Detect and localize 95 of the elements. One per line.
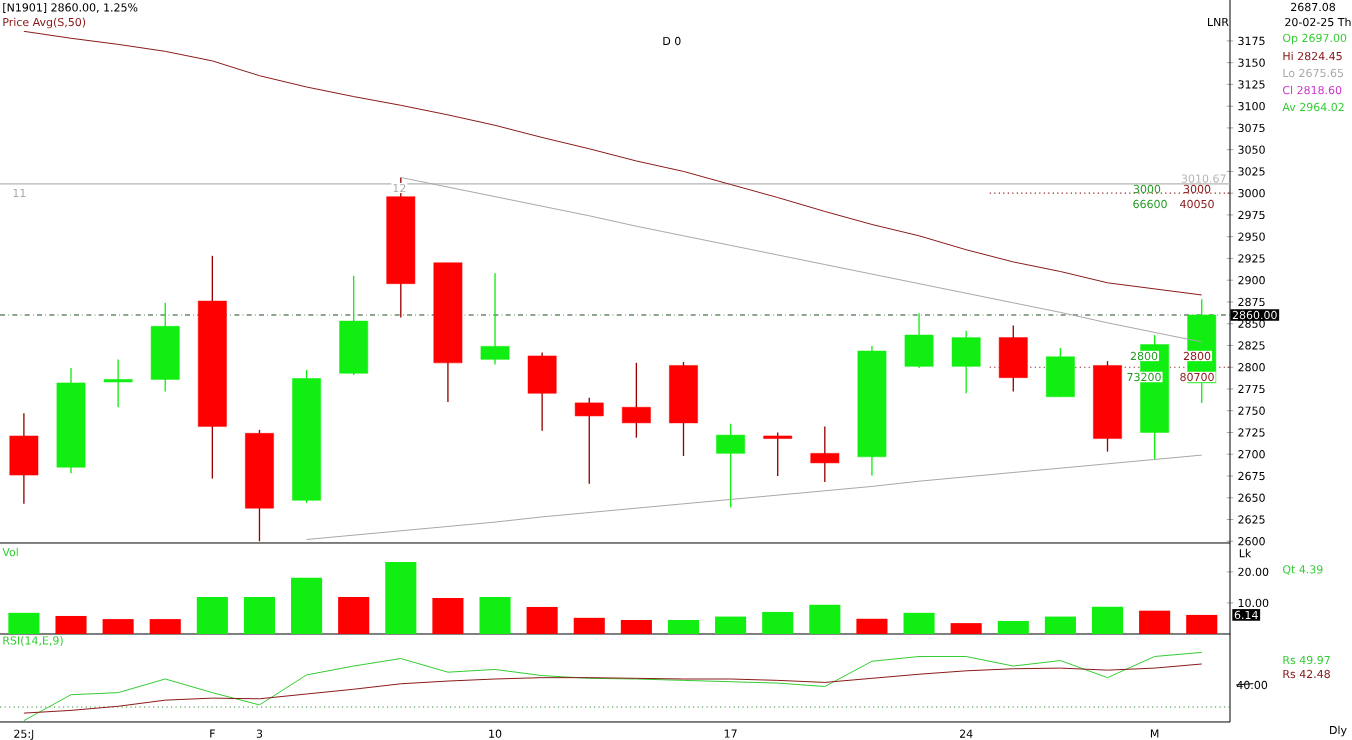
bar [1091, 606, 1124, 634]
x-tick-label: M [1150, 729, 1159, 738]
x-tick-label: 17 [724, 729, 737, 738]
bar [762, 611, 794, 634]
bar [667, 620, 700, 634]
chart-title: Vol [2, 547, 18, 557]
x-tick-label: 10 [489, 729, 502, 738]
bar [196, 597, 228, 634]
text: Rs 49.97 [1283, 655, 1330, 665]
bar [1044, 616, 1076, 634]
bar [1139, 610, 1171, 634]
y-tick-label: 2675 [1238, 471, 1265, 481]
y-tick-label: 20.00 [1238, 567, 1269, 577]
bar [573, 617, 605, 634]
annotation: 2800 [1130, 351, 1158, 361]
y-tick-label: 3025 [1238, 167, 1265, 176]
y-tick-label: 2825 [1238, 341, 1265, 350]
bar [149, 619, 181, 634]
bar [338, 597, 370, 634]
bar [479, 597, 511, 634]
x-tick-label: F [210, 729, 215, 738]
annotation: 11 [13, 188, 26, 197]
y-tick-label: 2975 [1238, 210, 1265, 220]
y-tick-label: 2925 [1238, 254, 1265, 263]
bar [903, 612, 935, 634]
text: Av 2964.02 [1282, 102, 1344, 112]
annotation: 3000 [1133, 184, 1161, 194]
y-tick-label: 3100 [1238, 102, 1265, 111]
bar [809, 604, 841, 634]
candlestick [763, 431, 793, 477]
y-tick-label: 3075 [1238, 123, 1265, 133]
candlestick [480, 272, 510, 366]
bar [291, 577, 323, 634]
y-tick-label: 2800 [1238, 363, 1265, 372]
annotation: 3000 [1183, 184, 1211, 194]
annotation: 73200 [1127, 372, 1161, 382]
y-tick-label: 2950 [1238, 232, 1265, 241]
text: Rs 42.48 [1283, 669, 1330, 679]
bar [620, 620, 652, 634]
y-tick-label: 3175 [1238, 36, 1265, 46]
bar [856, 618, 888, 634]
series-label: Price Avg(S,50) [3, 17, 86, 29]
y-tick-label: 2725 [1238, 428, 1265, 437]
bar [997, 620, 1029, 634]
y-tick-label: 2900 [1238, 276, 1265, 285]
text: Op 2697.00 [1282, 33, 1347, 45]
y-tick-label: 10.00 [1238, 598, 1269, 608]
ref-line-label: 2860.00 [1232, 310, 1277, 320]
text: Lo 2675.65 [1283, 68, 1344, 78]
text: Dly [1330, 725, 1347, 737]
y-tick-label: 2700 [1238, 450, 1265, 459]
ref-line-label: 3010.67 [1181, 174, 1226, 183]
annotation: LNR [1208, 17, 1229, 26]
bar [102, 619, 134, 634]
y-tick-label: 2850 [1238, 319, 1265, 328]
y-tick-label: 2600 [1238, 537, 1265, 546]
bar [950, 623, 982, 634]
y-tick-label: 3000 [1238, 189, 1265, 198]
y-tick-label: 3125 [1238, 80, 1265, 89]
y-tick-label: 3150 [1238, 58, 1265, 67]
y-tick-label: 2775 [1238, 384, 1265, 394]
bar [243, 597, 276, 634]
text: 40.00 [1236, 680, 1268, 690]
y-tick-label: 2875 [1238, 297, 1265, 307]
bar [385, 561, 417, 634]
y-tick-label: 2625 [1238, 515, 1265, 524]
chart-title: RSI(14,E,9) [3, 636, 63, 646]
text: Hi 2824.45 [1283, 51, 1342, 61]
annotation: D 0 [663, 36, 681, 46]
text: Lk [1239, 548, 1252, 558]
annotation: 12 [393, 183, 406, 193]
annotation: 6.14 [1234, 610, 1258, 620]
annotation: 2800 [1183, 351, 1211, 361]
y-tick-label: 2650 [1238, 493, 1265, 502]
candlestick [103, 358, 133, 408]
text: Qt 4.39 [1282, 565, 1323, 575]
x-tick-label: 25:J [14, 729, 34, 740]
bar [432, 597, 464, 634]
annotation: 40050 [1180, 199, 1214, 209]
annotation: 66600 [1133, 199, 1167, 209]
y-tick-label: 3050 [1238, 145, 1265, 154]
candlestick [574, 396, 604, 485]
bar [715, 616, 747, 634]
y-tick-label: 2750 [1238, 406, 1265, 415]
annotation: 80700 [1180, 372, 1214, 382]
x-tick-label: 3 [256, 729, 263, 738]
bar [55, 615, 87, 634]
text: 20-02-25 Th [1285, 17, 1351, 27]
text: Cl 2818.60 [1282, 85, 1342, 95]
bar [526, 606, 558, 634]
x-tick-label: 24 [959, 729, 973, 738]
chart-title: [N1901] 2860.00, 1.25% [3, 3, 138, 13]
bar [1186, 614, 1218, 634]
text: 2687.08 [1291, 2, 1336, 12]
bar [8, 612, 40, 634]
